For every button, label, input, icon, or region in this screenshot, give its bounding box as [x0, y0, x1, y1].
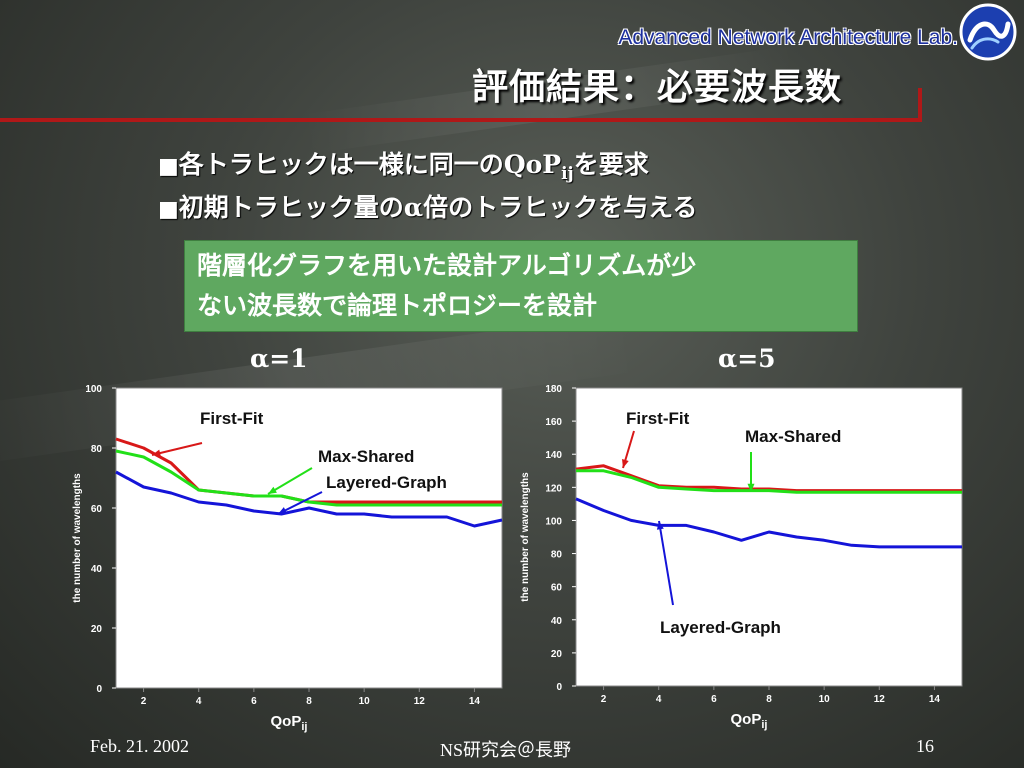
bullet-emph: QoP [503, 150, 562, 179]
series-line-layered-graph [115, 470, 503, 528]
y-tick-label: 20 [551, 649, 563, 660]
bullet-text: を要求 [573, 150, 649, 179]
y-tick-label: 180 [545, 384, 562, 395]
series-annotation: Max-Shared [318, 447, 414, 466]
conclusion-line: 階層化グラフを用いた設計アルゴリズムが少 [197, 251, 697, 280]
page-title: 評価結果：必要波長数 [472, 67, 843, 108]
x-axis-label: QoPij [731, 711, 768, 731]
y-tick-label: 0 [556, 682, 562, 693]
bullet-sub: ij [561, 164, 574, 184]
chart-title-alpha1: α=1 [250, 344, 308, 373]
annotation-arrowhead [152, 449, 161, 457]
series-annotation: Layered-Graph [660, 618, 781, 637]
bullet-alpha-traffic: ■初期トラヒック量のα倍のトラヒックを与える [158, 188, 697, 224]
y-tick-label: 60 [551, 583, 563, 594]
y-tick-label: 120 [545, 483, 562, 494]
conclusion-box: 階層化グラフを用いた設計アルゴリズムが少 ない波長数で論理トポロジーを設計 [184, 240, 858, 332]
page-number: 16 [916, 736, 934, 756]
x-axis-label-sub: ij [301, 721, 307, 733]
annotation-arrowhead [656, 521, 664, 530]
conclusion-line: ない波長数で論理トポロジーを設計 [197, 291, 598, 320]
y-tick-label: 0 [96, 684, 102, 695]
annotation-arrowhead [747, 483, 755, 492]
bullet-text: 初期トラヒック量の [178, 193, 404, 222]
series-annotation: Layered-Graph [326, 473, 447, 492]
bullet-emph: α [403, 193, 424, 222]
x-tick-label: 6 [251, 696, 257, 707]
y-tick-label: 40 [551, 616, 563, 627]
x-tick-label: 8 [766, 694, 772, 705]
x-tick-label: 12 [874, 694, 886, 705]
x-tick-label: 8 [306, 696, 312, 707]
chart-title-alpha5: α=5 [718, 344, 776, 373]
bullet-marker: ■ [158, 154, 179, 179]
x-axis-label-sub: ij [761, 719, 767, 731]
y-tick-label: 80 [551, 550, 563, 561]
bullet-text: 倍のトラヒックを与える [423, 193, 698, 222]
y-tick-label: 40 [91, 564, 103, 575]
lab-logo-icon [959, 3, 1017, 61]
series-annotation: First-Fit [200, 409, 264, 428]
bullet-uniform-qop: ■各トラヒックは一様に同一のQoPijを要求 [158, 145, 649, 184]
x-tick-label: 10 [819, 694, 831, 705]
footer-date: Feb. 21. 2002 [90, 736, 189, 756]
series-line-max-shared [115, 449, 502, 507]
x-tick-label: 14 [929, 694, 941, 705]
y-tick-label: 80 [91, 444, 103, 455]
series-line-layered-graph [575, 497, 962, 549]
x-tick-label: 14 [469, 696, 481, 707]
y-tick-label: 140 [545, 450, 562, 461]
annotation-arrowhead [622, 459, 629, 468]
x-tick-label: 4 [196, 696, 202, 707]
series-annotation: Max-Shared [745, 427, 841, 446]
annotation-arrow [658, 520, 674, 606]
lab-name: Advanced Network Architecture Lab. [618, 26, 958, 49]
bullet-text: 各トラヒックは一様に同一の [178, 150, 504, 179]
x-tick-label: 10 [359, 696, 371, 707]
annotation-arrow [151, 442, 203, 456]
plot-area [575, 387, 963, 687]
y-axis-label: the number of wavelengths [520, 472, 531, 602]
bullet-marker: ■ [158, 197, 179, 222]
footer-venue: NS研究会＠長野 [440, 740, 572, 760]
series-line-max-shared [576, 469, 962, 494]
plot-area [115, 387, 503, 689]
y-tick-label: 100 [545, 516, 562, 527]
y-axis-label: the number of wavelengths [72, 473, 83, 603]
annotation-arrowhead [278, 507, 287, 514]
y-tick-label: 100 [85, 384, 102, 395]
x-axis-label: QoPij [271, 713, 308, 733]
annotation-arrowhead [268, 486, 277, 494]
x-tick-label: 12 [414, 696, 426, 707]
x-tick-label: 4 [656, 694, 662, 705]
x-tick-label: 6 [711, 694, 717, 705]
y-tick-label: 20 [91, 624, 103, 635]
annotation-arrow [267, 467, 313, 495]
title-rule [0, 118, 920, 122]
x-tick-label: 2 [601, 694, 607, 705]
series-line-first-fit [575, 464, 962, 493]
y-tick-label: 160 [545, 417, 562, 428]
y-tick-label: 60 [91, 504, 103, 515]
series-annotation: First-Fit [626, 409, 690, 428]
x-tick-label: 2 [141, 696, 147, 707]
title-rule-corner [918, 88, 922, 122]
